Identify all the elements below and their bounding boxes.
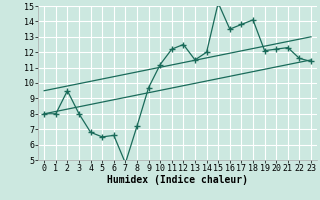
X-axis label: Humidex (Indice chaleur): Humidex (Indice chaleur) xyxy=(107,175,248,185)
